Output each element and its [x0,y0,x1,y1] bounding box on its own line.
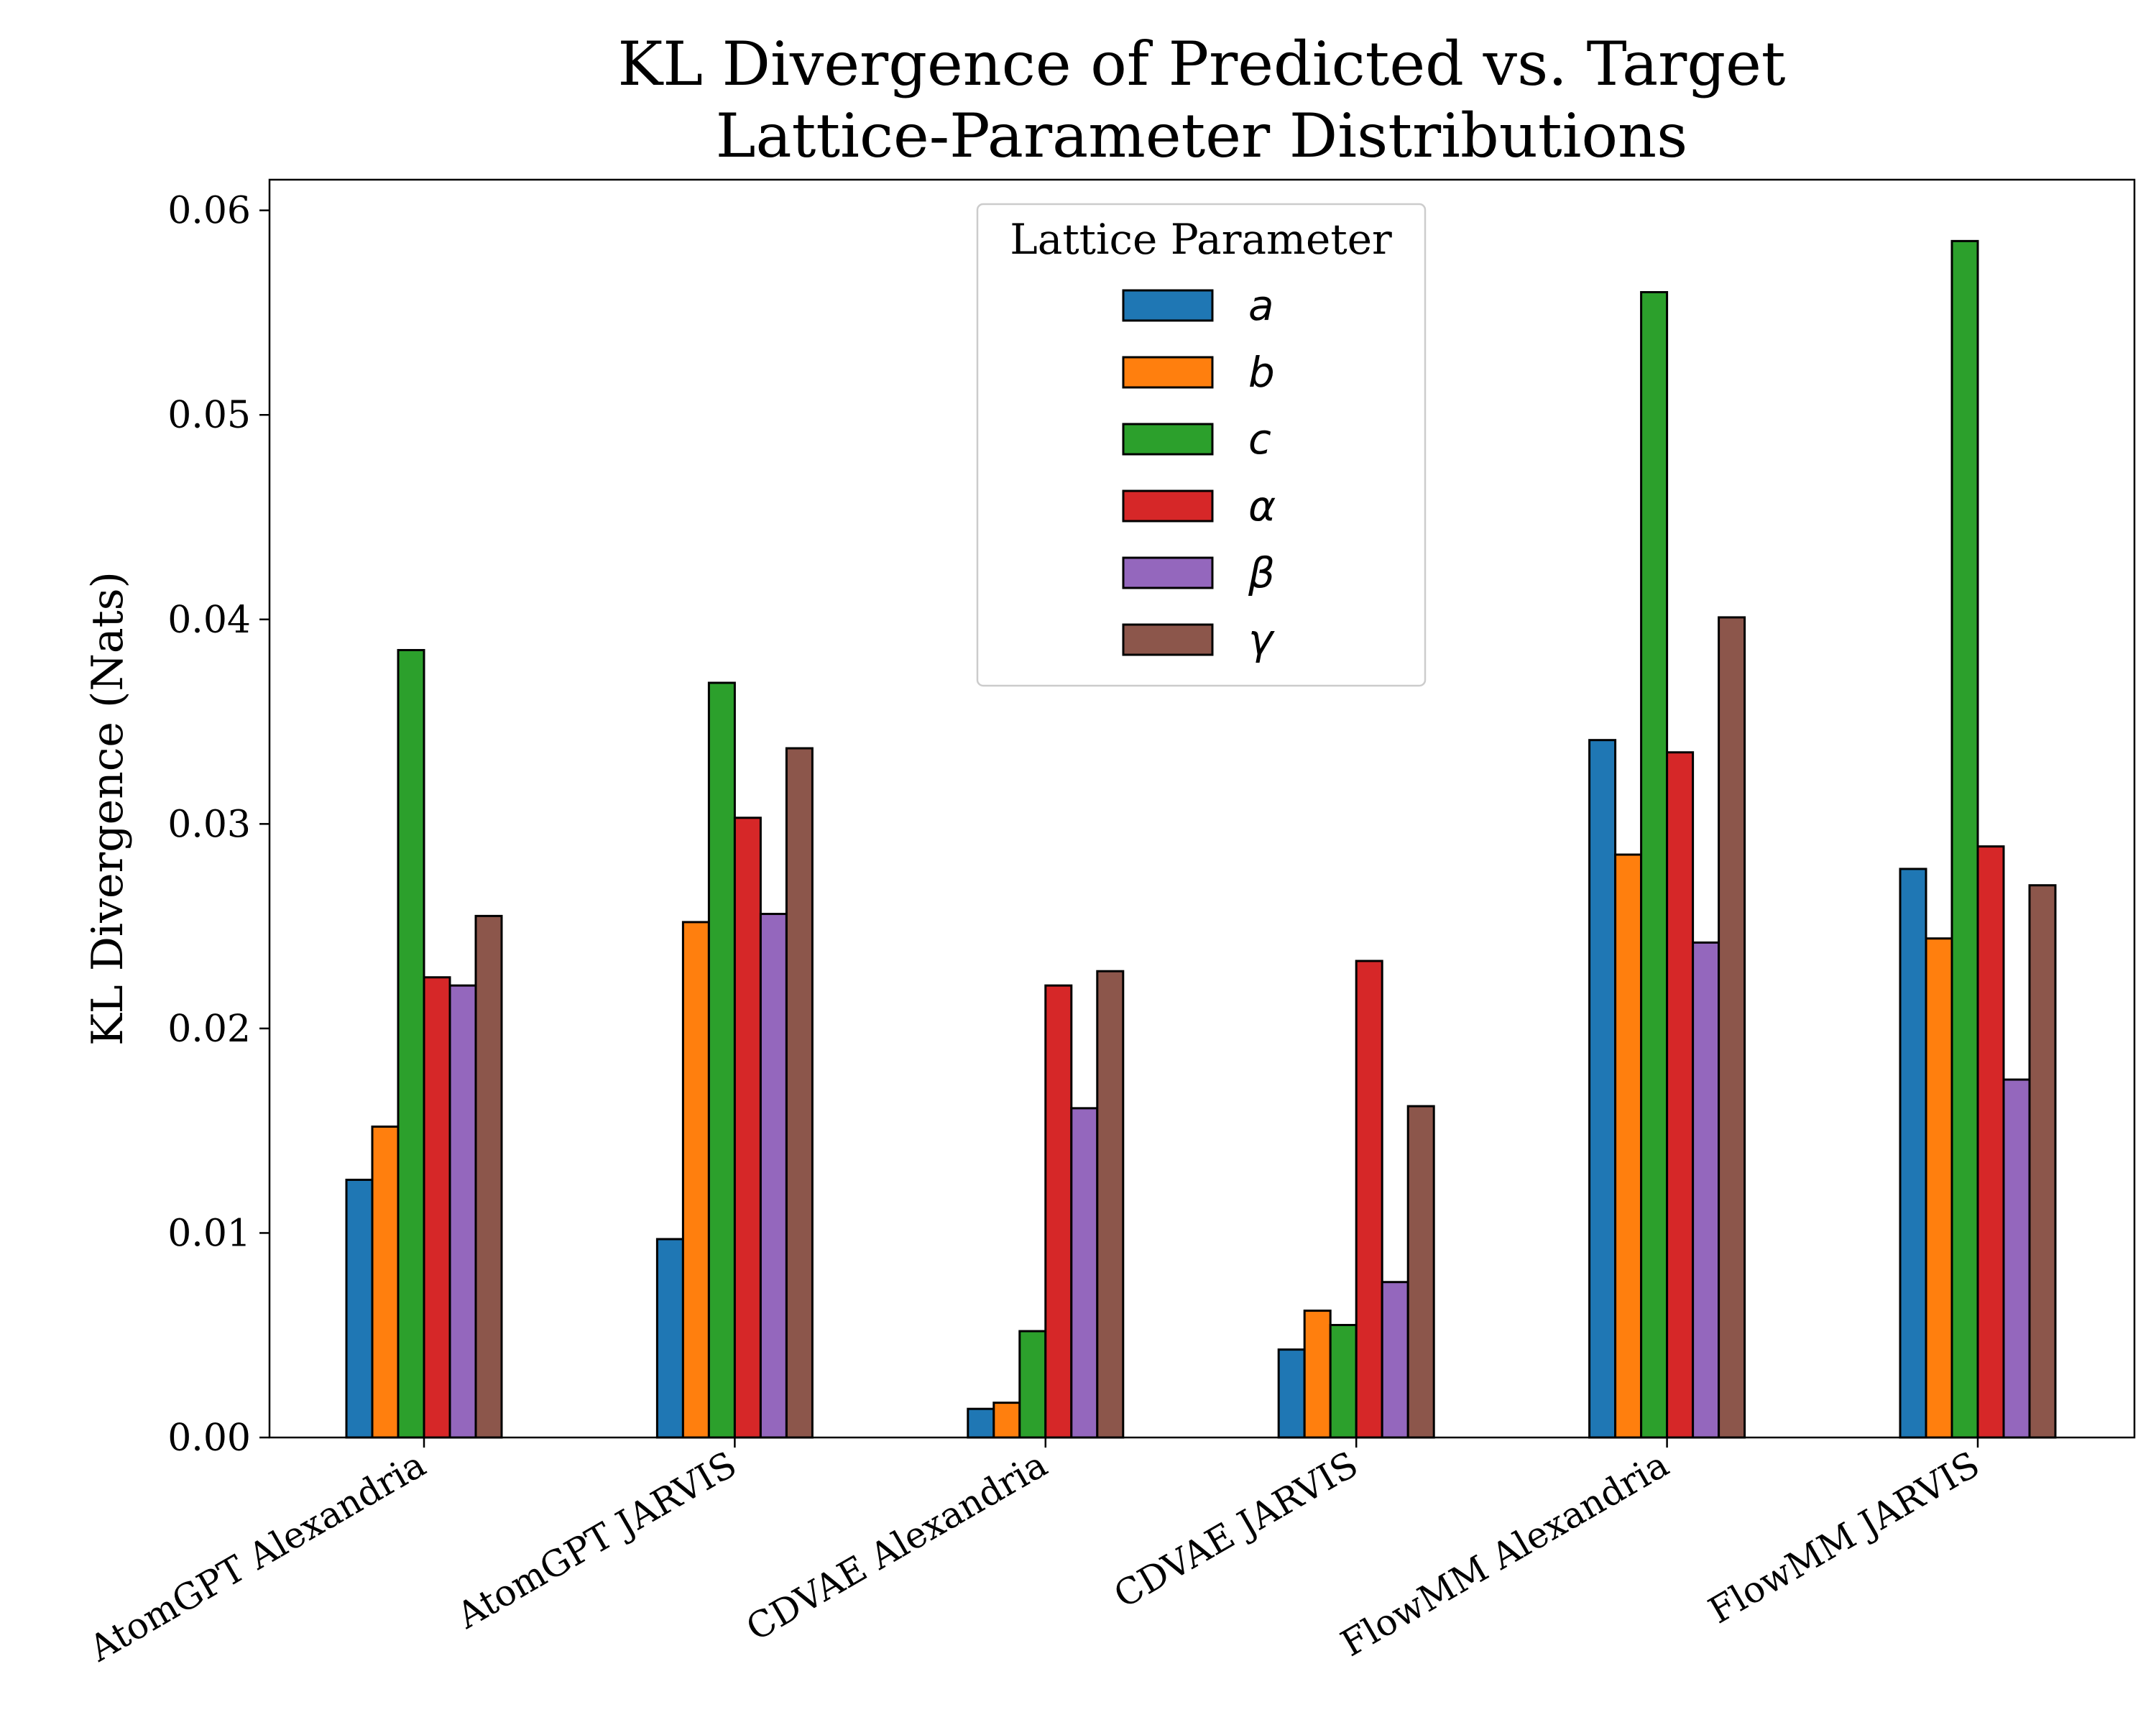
legend-swatch [1122,556,1214,589]
bar-flowmm-jarvis-series-1 [1925,937,1953,1439]
bar-flowmm-alexandria-series-0 [1588,739,1617,1439]
y-tick-label: 0.00 [167,1417,251,1460]
bar-atomgpt-alexandria-series-0 [345,1178,374,1439]
legend-label: γ [1248,615,1275,664]
legend-swatch [1122,489,1214,523]
y-axis-label: KL Divergence (Nats) [83,571,133,1046]
legend-label: b [1248,348,1275,397]
bar-flowmm-jarvis-series-5 [2028,884,2057,1439]
y-tick-label: 0.03 [167,803,251,846]
plot-frame [268,178,2136,1439]
bar-atomgpt-alexandria-series-3 [423,976,451,1439]
bar-atomgpt-jarvis-series-2 [707,681,736,1439]
bar-atomgpt-jarvis-series-3 [733,816,762,1439]
bar-cdvae-jarvis-series-1 [1303,1310,1332,1439]
legend-swatch [1122,423,1214,456]
bar-flowmm-alexandria-series-4 [1692,941,1720,1439]
bar-flowmm-jarvis-series-3 [1976,845,2005,1439]
bar-cdvae-alexandria-series-5 [1096,970,1125,1439]
y-tick-label: 0.01 [167,1212,251,1255]
bar-atomgpt-alexandria-series-1 [371,1125,400,1439]
bar-atomgpt-jarvis-series-5 [785,747,814,1439]
bar-cdvae-jarvis-series-0 [1277,1348,1306,1439]
bar-cdvae-jarvis-series-4 [1381,1281,1409,1439]
legend-title: Lattice Parameter [1010,215,1392,264]
bar-flowmm-alexandria-series-5 [1718,616,1746,1439]
y-tick-label: 0.02 [167,1008,251,1051]
y-tick-label: 0.05 [167,394,251,437]
y-tick-label: 0.04 [167,599,251,642]
chart-title-line-1: KL Divergence of Predicted vs. Target [617,29,1785,99]
legend-swatch [1122,356,1214,389]
legend-swatch [1122,289,1214,322]
legend-label: β [1248,548,1275,597]
y-tick-label: 0.06 [167,190,251,233]
bar-flowmm-alexandria-series-2 [1640,291,1669,1439]
bar-flowmm-alexandria-series-1 [1614,853,1643,1439]
legend-label: α [1248,482,1276,530]
bar-cdvae-jarvis-series-3 [1355,960,1383,1439]
bar-atomgpt-jarvis-series-1 [681,921,710,1439]
bar-cdvae-alexandria-series-4 [1070,1107,1099,1439]
bar-flowmm-alexandria-series-3 [1666,751,1695,1439]
chart-title-line-2: Lattice-Parameter Distributions [716,101,1688,171]
legend-swatch [1122,623,1214,656]
y-ticks-group: 0.00 0.01 0.02 0.03 0.04 0.05 0.06 [167,190,270,1460]
bar-flowmm-jarvis-series-4 [2002,1078,2031,1439]
bar-cdvae-jarvis-series-5 [1406,1105,1435,1439]
bar-cdvae-alexandria-series-3 [1044,984,1073,1439]
bar-cdvae-jarvis-series-2 [1329,1323,1358,1439]
bar-cdvae-alexandria-series-0 [967,1407,995,1439]
bar-flowmm-jarvis-series-2 [1950,239,1979,1439]
bar-atomgpt-alexandria-series-2 [397,648,425,1439]
legend-label: a [1248,281,1274,330]
bar-flowmm-jarvis-series-0 [1899,868,1927,1439]
bar-atomgpt-alexandria-series-5 [474,914,503,1439]
bar-cdvae-alexandria-series-1 [992,1402,1021,1439]
bar-cdvae-alexandria-series-2 [1018,1330,1047,1439]
bar-atomgpt-jarvis-series-4 [759,913,788,1439]
bar-atomgpt-alexandria-series-4 [448,984,477,1439]
legend-label: c [1248,415,1271,464]
bar-atomgpt-jarvis-series-0 [655,1238,684,1439]
bars-group [345,239,2057,1439]
